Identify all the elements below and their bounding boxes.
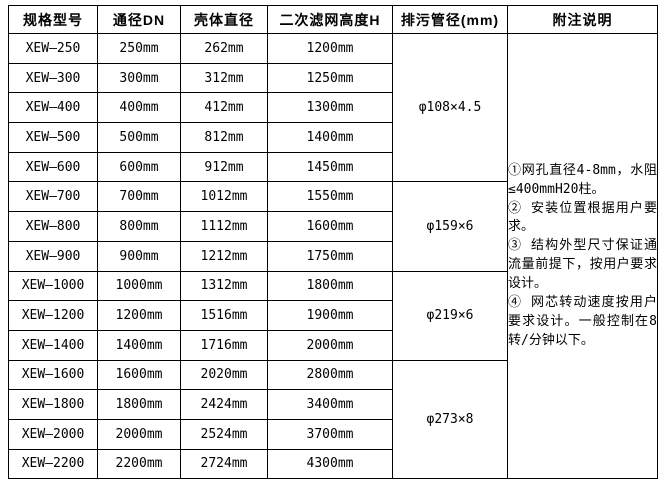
note-line: ③ 结构外型尺寸保证通流量前提下，按用户要求设计。 xyxy=(508,238,657,291)
model-cell: XEW—300 xyxy=(8,62,98,94)
dn-cell: 300mm xyxy=(97,62,181,94)
height-cell: 1600mm xyxy=(267,211,393,242)
table-row: XEW—800 800mm 1112mm 1600mm xyxy=(8,211,658,242)
column-header-drain: 排污管径(mm) xyxy=(392,5,508,34)
spec-table: 规格型号 通径DN 壳体直径 二次滤网高度H 排污管径(mm) 附注说明 XEW… xyxy=(8,5,658,480)
height-cell: 3700mm xyxy=(267,418,393,450)
model-cell: XEW—1000 xyxy=(8,270,98,302)
table-row: XEW—1000 1000mm 1312mm 1800mm φ219×6 xyxy=(8,270,658,361)
dn-cell: 1800mm xyxy=(97,389,181,420)
drain-pipe-cell: φ159×6 xyxy=(392,181,508,272)
dn-cell: 2200mm xyxy=(97,448,181,480)
height-cell: 1200mm xyxy=(267,33,393,64)
column-header-height: 二次滤网高度H xyxy=(267,5,393,34)
dn-cell: 2000mm xyxy=(97,418,181,450)
note-line: ④ 网芯转动速度按用户要求设计。一般控制在8转/分钟以下。 xyxy=(508,294,657,348)
shell-cell: 1012mm xyxy=(180,181,268,213)
model-cell: XEW—2200 xyxy=(8,448,98,480)
shell-cell: 2020mm xyxy=(180,359,268,391)
model-cell: XEW—900 xyxy=(8,240,98,272)
dn-cell: 700mm xyxy=(97,181,181,213)
model-cell: XEW—1200 xyxy=(8,300,98,331)
drain-pipe-cell: φ108×4.5 xyxy=(392,32,508,183)
dn-cell: 1000mm xyxy=(97,270,181,302)
table-row: XEW—1600 1600mm 2020mm 2800mm φ273×8 xyxy=(8,359,658,480)
table-row: XEW—500 500mm 812mm 1400mm xyxy=(8,122,658,153)
note-line: ①网孔直径4-8mm，水阻≤400mmH20柱。 xyxy=(508,162,657,197)
model-cell: XEW—1400 xyxy=(8,329,98,361)
height-cell: 1550mm xyxy=(267,181,393,213)
shell-cell: 812mm xyxy=(180,122,268,153)
dn-cell: 1200mm xyxy=(97,300,181,331)
dn-cell: 600mm xyxy=(97,151,181,183)
height-cell: 1900mm xyxy=(267,300,393,331)
table-row: XEW—2200 2200mm 2724mm 4300mm xyxy=(8,448,658,480)
drain-pipe-cell: φ219×6 xyxy=(392,270,508,361)
shell-cell: 2724mm xyxy=(180,448,268,480)
dn-cell: 1400mm xyxy=(97,329,181,361)
column-header-shell: 壳体直径 xyxy=(180,5,268,34)
dn-cell: 400mm xyxy=(97,92,181,124)
table-row: XEW—600 600mm 912mm 1450mm xyxy=(8,151,658,183)
notes-cell: ①网孔直径4-8mm，水阻≤400mmH20柱。 ② 安装位置根据用户要求。 ③… xyxy=(507,32,658,480)
note-line: ② 安装位置根据用户要求。 xyxy=(508,200,657,235)
height-cell: 2800mm xyxy=(267,359,393,391)
height-cell: 1300mm xyxy=(267,92,393,124)
height-cell: 2000mm xyxy=(267,329,393,361)
table-row: XEW—900 900mm 1212mm 1750mm xyxy=(8,240,658,272)
column-header-model: 规格型号 xyxy=(8,5,98,34)
shell-cell: 312mm xyxy=(180,62,268,94)
table-row: XEW—700 700mm 1012mm 1550mm φ159×6 xyxy=(8,181,658,272)
height-cell: 3400mm xyxy=(267,389,393,420)
dn-cell: 500mm xyxy=(97,122,181,153)
model-cell: XEW—2000 xyxy=(8,418,98,450)
shell-cell: 1312mm xyxy=(180,270,268,302)
model-cell: XEW—1600 xyxy=(8,359,98,391)
model-cell: XEW—600 xyxy=(8,151,98,183)
height-cell: 1750mm xyxy=(267,240,393,272)
height-cell: 4300mm xyxy=(267,448,393,480)
model-cell: XEW—1800 xyxy=(8,389,98,420)
model-cell: XEW—700 xyxy=(8,181,98,213)
dn-cell: 250mm xyxy=(97,33,181,64)
dn-cell: 800mm xyxy=(97,211,181,242)
shell-cell: 262mm xyxy=(180,33,268,64)
dn-cell: 900mm xyxy=(97,240,181,272)
shell-cell: 2424mm xyxy=(180,389,268,420)
shell-cell: 1212mm xyxy=(180,240,268,272)
shell-cell: 1516mm xyxy=(180,300,268,331)
shell-cell: 1112mm xyxy=(180,211,268,242)
table-row: XEW—400 400mm 412mm 1300mm xyxy=(8,92,658,124)
model-cell: XEW—400 xyxy=(8,92,98,124)
shell-cell: 412mm xyxy=(180,92,268,124)
table-row: XEW—250 250mm 262mm 1200mm φ108×4.5 ①网孔直… xyxy=(8,32,658,480)
dn-cell: 1600mm xyxy=(97,359,181,391)
height-cell: 1800mm xyxy=(267,270,393,302)
shell-cell: 1716mm xyxy=(180,329,268,361)
model-cell: XEW—800 xyxy=(8,211,98,242)
table-row: XEW—300 300mm 312mm 1250mm xyxy=(8,62,658,94)
column-header-notes: 附注说明 xyxy=(507,5,658,34)
model-cell: XEW—250 xyxy=(8,33,98,64)
height-cell: 1450mm xyxy=(267,151,393,183)
header-row: 规格型号 通径DN 壳体直径 二次滤网高度H 排污管径(mm) 附注说明 xyxy=(8,5,658,34)
shell-cell: 912mm xyxy=(180,151,268,183)
table-row: XEW—1800 1800mm 2424mm 3400mm xyxy=(8,389,658,420)
drain-pipe-cell: φ273×8 xyxy=(392,359,508,480)
height-cell: 1250mm xyxy=(267,62,393,94)
model-cell: XEW—500 xyxy=(8,122,98,153)
column-header-dn: 通径DN xyxy=(97,5,181,34)
shell-cell: 2524mm xyxy=(180,418,268,450)
height-cell: 1400mm xyxy=(267,122,393,153)
table-row: XEW—2000 2000mm 2524mm 3700mm xyxy=(8,418,658,450)
